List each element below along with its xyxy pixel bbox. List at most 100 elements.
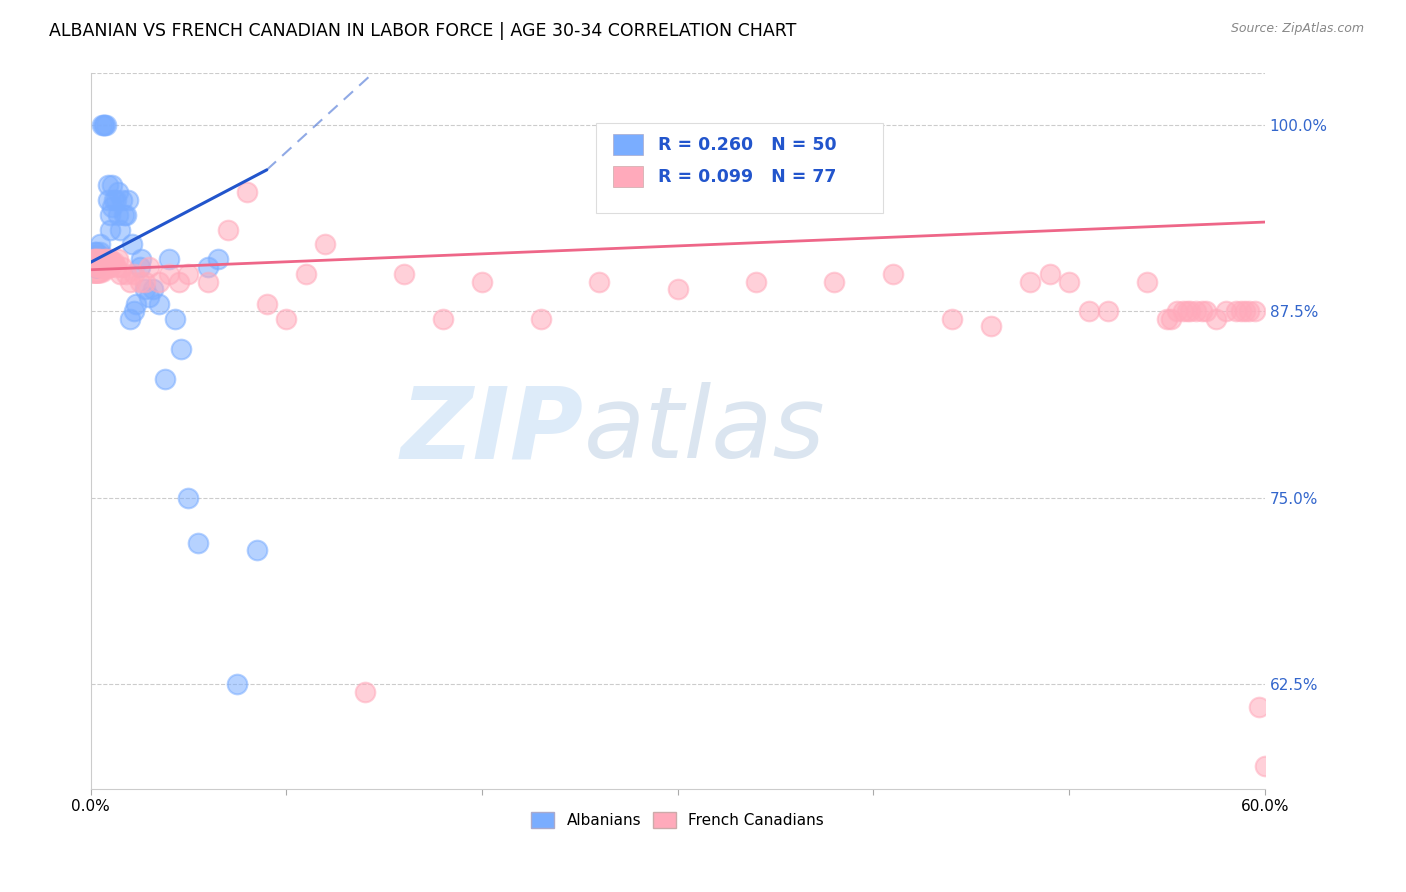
Point <box>392 267 415 281</box>
Point <box>124 297 146 311</box>
Point <box>530 312 553 326</box>
Point <box>108 267 131 281</box>
Point <box>83 244 105 259</box>
Point <box>89 252 111 267</box>
Point <box>93 260 115 274</box>
Point <box>83 252 105 267</box>
Point <box>122 304 145 318</box>
Point <box>87 257 110 271</box>
Point <box>1244 304 1267 318</box>
Point <box>112 208 135 222</box>
Point <box>83 252 105 267</box>
Point <box>86 257 108 271</box>
Point <box>1230 304 1253 318</box>
Point <box>103 255 125 269</box>
Text: R = 0.260   N = 50: R = 0.260 N = 50 <box>658 136 837 153</box>
Point <box>82 257 104 271</box>
Point <box>169 342 191 356</box>
Point <box>236 186 259 200</box>
Point <box>103 193 125 207</box>
Point <box>157 252 180 267</box>
Point <box>93 118 115 132</box>
FancyBboxPatch shape <box>596 123 883 212</box>
Point <box>91 255 114 269</box>
Point <box>96 118 118 132</box>
Point <box>107 252 129 267</box>
Point <box>86 260 108 274</box>
Point <box>87 252 110 267</box>
Point <box>87 260 110 274</box>
Point <box>115 208 138 222</box>
Point <box>97 255 120 269</box>
Point <box>82 252 104 267</box>
Point <box>138 289 160 303</box>
Point <box>1185 304 1208 318</box>
Point <box>276 312 298 326</box>
Point <box>1234 304 1257 318</box>
Point <box>134 282 156 296</box>
Point <box>197 260 219 274</box>
Point <box>163 312 186 326</box>
Point <box>105 193 128 207</box>
Point <box>153 371 176 385</box>
Point <box>82 252 104 267</box>
Point <box>101 178 124 192</box>
Bar <box>613 134 643 155</box>
Point <box>314 237 336 252</box>
Point <box>157 267 180 281</box>
Point <box>98 260 121 274</box>
Point <box>86 252 108 267</box>
Point <box>1039 267 1062 281</box>
Point <box>217 222 239 236</box>
Point <box>1077 304 1099 318</box>
Point <box>117 193 139 207</box>
Point <box>98 222 121 236</box>
Point <box>1237 304 1260 318</box>
Point <box>84 257 107 271</box>
Point <box>98 208 121 222</box>
Point <box>91 118 114 132</box>
Point <box>148 297 170 311</box>
Text: ALBANIAN VS FRENCH CANADIAN IN LABOR FORCE | AGE 30-34 CORRELATION CHART: ALBANIAN VS FRENCH CANADIAN IN LABOR FOR… <box>49 22 797 40</box>
Point <box>246 543 269 558</box>
Point <box>1225 304 1247 318</box>
Point <box>256 297 278 311</box>
Point <box>1247 699 1270 714</box>
Point <box>111 193 134 207</box>
Point <box>108 222 131 236</box>
Point <box>1205 312 1227 326</box>
Point <box>226 677 249 691</box>
Point <box>1195 304 1218 318</box>
Point <box>167 275 190 289</box>
Point <box>207 252 229 267</box>
Point <box>1254 759 1277 773</box>
Point <box>131 252 153 267</box>
Point <box>1215 304 1237 318</box>
Point <box>128 260 150 274</box>
Point <box>745 275 768 289</box>
Point <box>91 260 114 274</box>
Point <box>93 118 115 132</box>
Point <box>97 178 120 192</box>
Point <box>89 260 111 274</box>
Point <box>107 186 129 200</box>
Point <box>1191 304 1213 318</box>
Point <box>295 267 318 281</box>
Point <box>101 255 124 269</box>
Point <box>118 275 141 289</box>
Point <box>1156 312 1178 326</box>
Point <box>134 275 156 289</box>
Legend: Albanians, French Canadians: Albanians, French Canadians <box>526 806 831 835</box>
Text: atlas: atlas <box>583 383 825 479</box>
Point <box>1136 275 1159 289</box>
Point <box>118 312 141 326</box>
Point <box>83 260 105 274</box>
Point <box>89 237 111 252</box>
Text: Source: ZipAtlas.com: Source: ZipAtlas.com <box>1230 22 1364 36</box>
Point <box>83 257 105 271</box>
Point <box>1171 304 1194 318</box>
Point <box>353 684 375 698</box>
Point <box>107 208 129 222</box>
Point <box>98 252 121 267</box>
Point <box>138 260 160 274</box>
